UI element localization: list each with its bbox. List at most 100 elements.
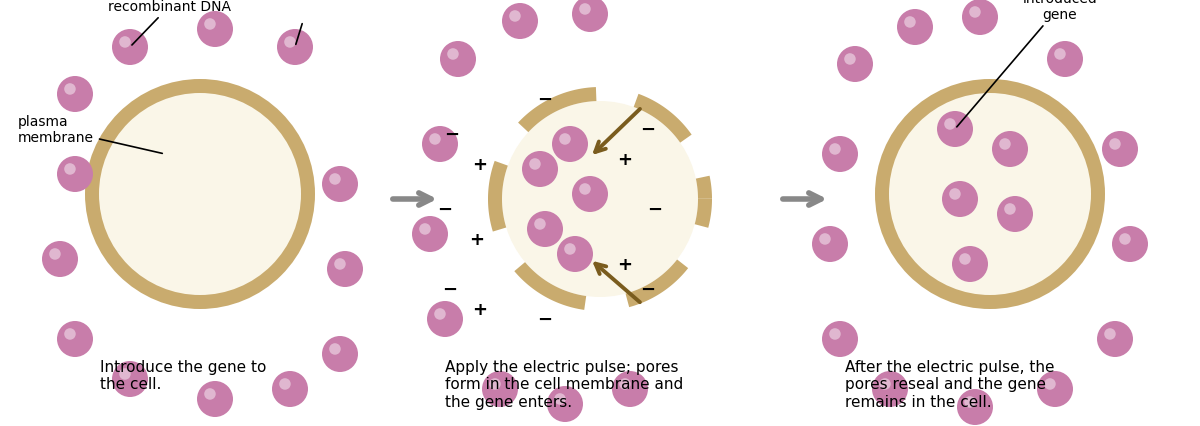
- Circle shape: [284, 37, 295, 49]
- Text: −: −: [641, 280, 655, 298]
- Circle shape: [65, 84, 76, 95]
- Circle shape: [119, 368, 131, 380]
- Circle shape: [197, 381, 233, 417]
- Circle shape: [820, 233, 830, 245]
- Circle shape: [564, 244, 576, 255]
- Circle shape: [280, 378, 290, 390]
- Circle shape: [552, 127, 588, 163]
- Polygon shape: [515, 262, 586, 310]
- Text: +: +: [618, 151, 632, 169]
- Circle shape: [1000, 139, 1010, 150]
- Circle shape: [204, 19, 216, 31]
- Circle shape: [58, 77, 94, 113]
- Circle shape: [58, 321, 94, 357]
- Circle shape: [322, 336, 358, 372]
- Circle shape: [112, 30, 148, 66]
- Circle shape: [328, 251, 364, 287]
- Circle shape: [970, 7, 980, 19]
- Text: −: −: [648, 201, 662, 219]
- Circle shape: [997, 196, 1033, 233]
- Circle shape: [1046, 42, 1084, 78]
- Text: Introduce the gene to
the cell.: Introduce the gene to the cell.: [100, 359, 266, 391]
- Circle shape: [277, 30, 313, 66]
- Circle shape: [1120, 233, 1130, 245]
- Circle shape: [322, 167, 358, 202]
- Circle shape: [197, 12, 233, 48]
- Circle shape: [85, 80, 316, 309]
- Circle shape: [419, 224, 431, 235]
- Circle shape: [905, 17, 916, 29]
- Circle shape: [965, 396, 976, 408]
- Circle shape: [572, 177, 608, 213]
- Circle shape: [448, 49, 458, 60]
- Circle shape: [1004, 204, 1015, 215]
- Circle shape: [509, 11, 521, 23]
- Circle shape: [572, 0, 608, 33]
- Circle shape: [440, 42, 476, 78]
- Circle shape: [838, 47, 874, 83]
- Circle shape: [1102, 132, 1138, 167]
- Circle shape: [958, 389, 994, 425]
- Circle shape: [949, 189, 961, 200]
- Circle shape: [822, 137, 858, 173]
- Polygon shape: [696, 176, 712, 199]
- Circle shape: [875, 80, 1105, 309]
- Circle shape: [430, 134, 440, 145]
- Circle shape: [522, 152, 558, 187]
- Circle shape: [962, 0, 998, 36]
- Circle shape: [502, 102, 698, 297]
- Circle shape: [612, 371, 648, 407]
- Circle shape: [829, 144, 841, 155]
- Circle shape: [580, 4, 590, 16]
- Circle shape: [422, 127, 458, 163]
- Text: After the electric pulse, the
pores reseal and the gene
remains in the cell.: After the electric pulse, the pores rese…: [845, 359, 1055, 409]
- Circle shape: [942, 181, 978, 218]
- Circle shape: [1109, 139, 1121, 150]
- Text: −: −: [641, 121, 655, 139]
- Circle shape: [42, 242, 78, 277]
- Polygon shape: [488, 161, 508, 232]
- Circle shape: [412, 216, 448, 253]
- Circle shape: [547, 386, 583, 422]
- Text: +: +: [473, 300, 487, 318]
- Text: −: −: [438, 201, 452, 219]
- Text: −: −: [538, 310, 552, 328]
- Circle shape: [272, 371, 308, 407]
- Circle shape: [112, 361, 148, 397]
- Circle shape: [812, 227, 848, 262]
- Polygon shape: [634, 95, 691, 143]
- Text: introduced
gene: introduced gene: [956, 0, 1097, 128]
- Circle shape: [1097, 321, 1133, 357]
- Circle shape: [937, 112, 973, 148]
- Circle shape: [490, 378, 500, 390]
- Text: +: +: [469, 230, 485, 248]
- Circle shape: [1104, 328, 1116, 340]
- Circle shape: [872, 371, 908, 407]
- Polygon shape: [695, 199, 712, 228]
- Text: −: −: [443, 280, 457, 298]
- Circle shape: [580, 184, 590, 195]
- Circle shape: [329, 343, 341, 355]
- Circle shape: [1055, 49, 1066, 60]
- Circle shape: [65, 164, 76, 176]
- Circle shape: [992, 132, 1028, 167]
- Circle shape: [204, 388, 216, 400]
- Circle shape: [952, 246, 988, 282]
- Circle shape: [944, 119, 955, 130]
- Polygon shape: [625, 260, 688, 308]
- Circle shape: [1044, 378, 1056, 390]
- Circle shape: [119, 37, 131, 49]
- Circle shape: [557, 236, 593, 272]
- Circle shape: [329, 174, 341, 185]
- Circle shape: [427, 301, 463, 337]
- Circle shape: [898, 10, 934, 46]
- Circle shape: [527, 211, 563, 248]
- Circle shape: [619, 378, 631, 390]
- Text: −: −: [538, 91, 552, 109]
- Circle shape: [880, 378, 890, 390]
- Circle shape: [49, 249, 61, 260]
- Text: Apply the electric pulse; pores
form in the cell membrane and
the gene enters.: Apply the electric pulse; pores form in …: [445, 359, 683, 409]
- Circle shape: [100, 94, 301, 295]
- Polygon shape: [518, 88, 596, 133]
- Circle shape: [434, 308, 445, 320]
